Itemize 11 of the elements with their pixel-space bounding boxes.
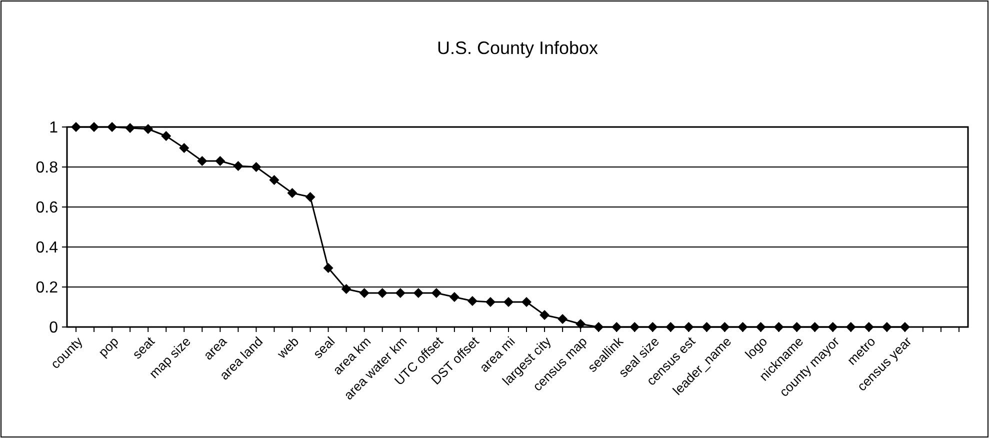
y-tick-label: 0.4 [36, 240, 58, 257]
x-tick-label: pop [95, 334, 122, 360]
y-tick-label: 1 [49, 120, 58, 137]
chart-title: U.S. County Infobox [436, 38, 598, 58]
x-tick-label: web [273, 334, 302, 362]
y-tick-label: 0.8 [36, 160, 58, 177]
x-tick-label: area [200, 333, 230, 363]
y-tick-label: 0.2 [36, 280, 58, 297]
x-tick-label: seat [129, 333, 158, 362]
y-tick-label: 0 [49, 320, 58, 337]
y-tick-label: 0.6 [36, 200, 58, 217]
